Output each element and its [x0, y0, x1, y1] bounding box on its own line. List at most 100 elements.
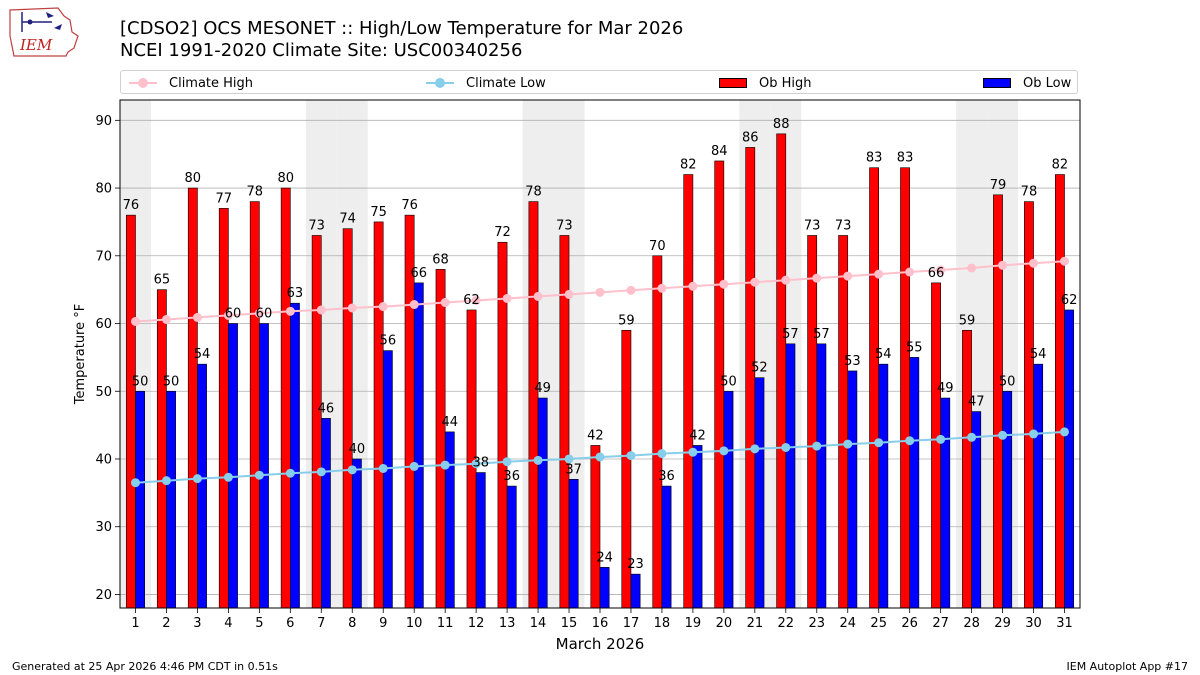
ob-low-label-day-5: 60 [256, 307, 273, 322]
ob-low-bar-day-7 [320, 418, 331, 609]
legend-ob-high-label: Ob High [759, 75, 812, 91]
climate-low-point-day-1 [130, 478, 140, 488]
footer-app: IEM Autoplot App #17 [1066, 660, 1189, 673]
ob-high-bar-day-16 [590, 445, 601, 609]
ob-high-label-day-3: 80 [185, 171, 202, 186]
climate-low-point-day-11 [440, 460, 450, 470]
climate-low-point-day-21 [750, 444, 760, 454]
climate-low-point-day-10 [409, 461, 419, 471]
ob-high-label-day-30: 78 [1021, 185, 1038, 200]
ob-low-bar-day-29 [1002, 390, 1013, 609]
climate-lines [130, 256, 1070, 488]
legend-climate-high-label: Climate High [169, 75, 254, 91]
ob-low-label-day-29: 50 [999, 374, 1016, 389]
ob-high-label-day-18: 70 [649, 239, 666, 254]
ob-low-label-day-16: 24 [596, 550, 613, 565]
climate-low-point-day-31 [1060, 427, 1070, 437]
ob-high-bar-day-24 [838, 235, 849, 609]
ob-low-label-day-2: 50 [163, 374, 180, 389]
climate-high-point-day-30 [1029, 258, 1039, 268]
ob-low-bar-day-13 [506, 485, 517, 609]
x-tick-label: 15 [561, 616, 578, 631]
ob-high-bar-day-2 [156, 289, 167, 609]
climate-low-point-day-4 [223, 472, 233, 482]
ob-low-label-day-27: 49 [937, 381, 954, 396]
ob-low-bar-day-22 [785, 343, 796, 609]
ob-low-label-day-10: 66 [411, 266, 428, 281]
ob-high-label-day-12: 62 [463, 293, 480, 308]
ob-high-bar-day-7 [311, 235, 322, 609]
ob-low-label-day-11: 44 [441, 415, 458, 430]
ob-low-bar-day-4 [228, 323, 238, 609]
ob-low-label-day-26: 55 [906, 340, 923, 355]
legend-ob-high: Ob High [719, 74, 812, 92]
ob-high-bar-day-21 [745, 147, 756, 609]
x-tick-label: 23 [809, 616, 826, 631]
climate-low-point-day-15 [564, 454, 574, 464]
ob-high-label-day-14: 78 [525, 185, 542, 200]
climate-low-point-day-6 [285, 468, 295, 478]
ob-low-label-day-3: 54 [194, 347, 211, 362]
x-tick-label: 19 [685, 616, 702, 631]
ob-low-bar-day-18 [661, 485, 672, 609]
x-tick-label: 13 [499, 616, 516, 631]
ob-high-label-day-13: 72 [494, 225, 511, 240]
climate-high-point-day-22 [781, 275, 791, 285]
ob-low-label-day-25: 54 [875, 347, 892, 362]
ob-high-label-day-23: 73 [804, 218, 821, 233]
ob-low-bar-day-24 [847, 370, 858, 609]
ob-low-bar-day-20 [723, 390, 734, 609]
ob-high-label-day-9: 75 [370, 205, 387, 220]
bars [125, 133, 1075, 609]
ob-low-bar-day-14 [537, 397, 548, 609]
x-tick-label: 6 [286, 616, 294, 631]
x-tick-label: 29 [994, 616, 1011, 631]
ob-high-bar-day-26 [900, 167, 910, 609]
footer-generated: Generated at 25 Apr 2026 4:46 PM CDT in … [12, 660, 278, 673]
ob-low-bar-day-8 [351, 458, 362, 609]
y-tick-label: 20 [95, 588, 112, 603]
climate-high-point-day-15 [564, 289, 574, 299]
ob-high-bar-day-8 [342, 228, 353, 609]
ob-high-bar-day-27 [931, 282, 941, 609]
ob-low-bar-day-10 [413, 282, 424, 609]
climate-low-point-day-5 [254, 470, 264, 480]
x-tick-label: 30 [1025, 616, 1042, 631]
ob-high-bar-day-31 [1055, 174, 1065, 609]
ob-high-label-day-16: 42 [587, 428, 604, 443]
ob-low-bar-day-17 [630, 573, 641, 609]
ob-high-label-day-10: 76 [401, 198, 418, 213]
climate-high-point-day-31 [1060, 256, 1070, 266]
ob-high-label-day-28: 59 [959, 313, 976, 328]
ob-low-label-day-4: 60 [225, 307, 242, 322]
climate-low-point-day-24 [843, 439, 853, 449]
ob-high-label-day-6: 80 [277, 171, 294, 186]
climate-low-point-day-12 [471, 459, 481, 469]
y-tick-label: 70 [95, 249, 112, 264]
ob-high-bar-day-14 [528, 201, 539, 609]
climate-high-point-day-17 [626, 285, 636, 295]
x-tick-label: 1 [131, 616, 139, 631]
x-tick-label: 14 [530, 616, 547, 631]
y-tick-label: 50 [95, 385, 112, 400]
climate-high-point-day-20 [719, 279, 729, 289]
plot-frame [119, 99, 1081, 609]
ob-high-bar-day-18 [652, 255, 663, 609]
ob-low-label-day-21: 52 [751, 361, 768, 376]
x-tick-label: 27 [932, 616, 949, 631]
climate-low-point-day-20 [719, 446, 729, 456]
x-axis-label: March 2026 [556, 635, 645, 653]
x-tick-label: 2 [162, 616, 170, 631]
ob-low-bar-day-12 [475, 472, 486, 609]
legend-climate-low: Climate Low [426, 74, 546, 92]
climate-high-point-day-18 [657, 283, 667, 293]
climate-high-point-day-8 [347, 303, 357, 313]
x-tick-label: 12 [468, 616, 485, 631]
ob-high-bar-day-19 [683, 174, 694, 609]
climate-high-point-day-10 [409, 300, 419, 310]
ob-high-label-day-7: 73 [308, 218, 325, 233]
ob-high-bar-day-25 [869, 167, 880, 609]
x-tick-label: 10 [406, 616, 423, 631]
ob-high-label-day-25: 83 [866, 151, 883, 166]
